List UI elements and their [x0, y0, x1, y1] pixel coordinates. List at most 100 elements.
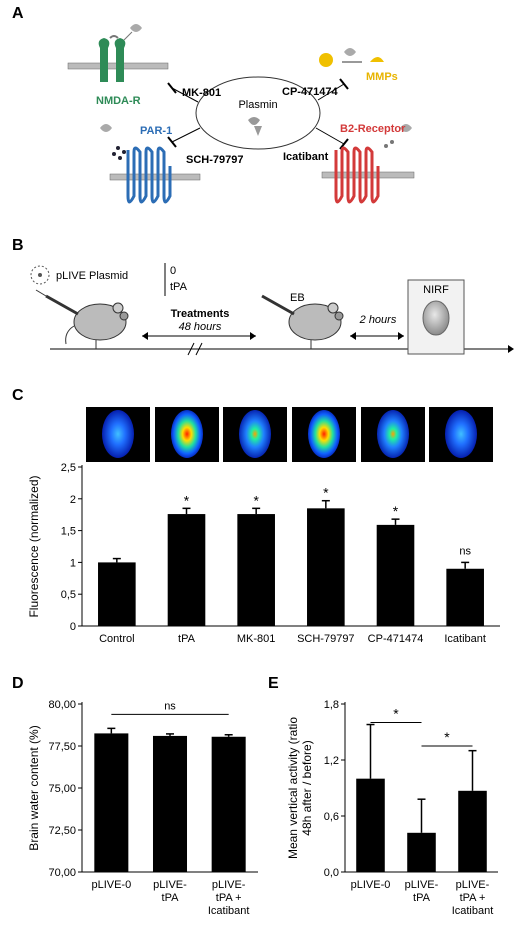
- panel-b-letter: B: [12, 237, 24, 254]
- y-axis-label: 48h after / before): [300, 740, 314, 835]
- bar: [211, 736, 246, 872]
- significance-label: ns: [164, 700, 176, 712]
- panel-d-letter: D: [12, 675, 24, 692]
- significance-label: *: [393, 503, 399, 519]
- x-tick-label: tPA: [413, 892, 431, 904]
- x-tick-label: MK-801: [237, 633, 276, 645]
- y-tick-label: 0,6: [324, 811, 339, 823]
- inhibitor-cp471474: CP-471474: [282, 86, 339, 98]
- x-tick-label: tPA +: [460, 892, 486, 904]
- x-tick-label: pLIVE-: [153, 879, 187, 891]
- mouse-icon: [261, 294, 344, 349]
- significance-label: *: [253, 492, 259, 508]
- y-tick-label: 0: [70, 621, 76, 633]
- panel-e-letter: E: [268, 675, 279, 692]
- nirf-image-strip: [86, 407, 493, 462]
- y-tick-label: 72,50: [48, 825, 76, 837]
- nirf-label: NIRF: [423, 284, 449, 296]
- x-tick-label: pLIVE-: [456, 879, 490, 891]
- plasmin-icon: [248, 117, 262, 136]
- x-tick-label: pLIVE-0: [91, 879, 131, 891]
- x-tick-label: pLIVE-: [212, 879, 246, 891]
- x-tick-label: CP-471474: [368, 633, 424, 645]
- brain-heatmap: [102, 410, 134, 458]
- treatments-label: Treatments: [171, 308, 230, 320]
- treatments-time: 48 hours: [179, 321, 222, 333]
- y-tick-label: 77,50: [48, 741, 76, 753]
- x-tick-label: Control: [99, 633, 134, 645]
- y-tick-label: 0,5: [61, 589, 76, 601]
- significance-label: *: [444, 729, 450, 745]
- x-tick-label: SCH-79797: [297, 633, 354, 645]
- y-tick-label: 75,00: [48, 783, 76, 795]
- y-axis-label: Brain water content (%): [27, 725, 41, 850]
- mmp-icon: [319, 48, 384, 67]
- plasmid-icon: [30, 265, 50, 285]
- significance-label: *: [323, 485, 329, 501]
- inhibitor-mk801: MK-801: [182, 87, 221, 99]
- bar: [307, 508, 345, 626]
- significance-label: *: [393, 706, 399, 722]
- bar: [356, 778, 385, 872]
- bar: [458, 790, 487, 872]
- par1-receptor-icon: [100, 124, 201, 204]
- x-tick-label: tPA: [178, 633, 196, 645]
- y-tick-label: 1,2: [324, 755, 339, 767]
- y-tick-label: 80,00: [48, 699, 76, 711]
- chart-d: 70,00 72,50 75,00 77,50 80,00 Brain water con…: [27, 699, 258, 917]
- brain-heatmap: [445, 410, 477, 458]
- brain-heatmap: [377, 410, 409, 458]
- b2-receptor-label: B2-Receptor: [340, 123, 406, 135]
- brain-heatmap: [239, 410, 271, 458]
- b2-receptor-icon: [321, 124, 415, 204]
- x-tick-label: pLIVE-: [405, 879, 439, 891]
- x-tick-label: tPA: [162, 892, 180, 904]
- x-tick-label: Icatibant: [452, 905, 494, 917]
- y-tick-label: 1,5: [61, 526, 76, 538]
- nmda-r-label: NMDA-R: [96, 95, 141, 107]
- x-tick-label: Icatibant: [444, 633, 486, 645]
- plasmid-label: pLIVE Plasmid: [56, 270, 128, 282]
- y-axis-label: Fluorescence (normalized): [27, 475, 41, 617]
- y-tick-label: 2,5: [61, 462, 76, 474]
- bar: [407, 832, 436, 872]
- panel-a-diagram: Plasmin MK-801 SCH-79797 CP-471474 Icati…: [67, 24, 415, 204]
- inhibitor-icatibant: Icatibant: [283, 151, 329, 163]
- x-tick-label: tPA +: [216, 892, 242, 904]
- plasmin-label: Plasmin: [238, 99, 277, 111]
- bar: [237, 514, 275, 626]
- brain-heatmap: [171, 410, 203, 458]
- option-tpa: tPA: [170, 281, 188, 293]
- interval-label: 2 hours: [359, 314, 397, 326]
- bar: [446, 568, 484, 626]
- brain-icon: [422, 300, 450, 336]
- bar: [376, 524, 415, 626]
- eb-label: EB: [290, 292, 305, 304]
- x-tick-label: pLIVE-0: [351, 879, 391, 891]
- panel-a-letter: A: [12, 5, 24, 22]
- option-zero: 0: [170, 265, 176, 277]
- y-tick-label: 0,0: [324, 867, 339, 879]
- brain-heatmap: [308, 410, 340, 458]
- panel-b-timeline: pLIVE Plasmid 0 tPA Treatments 48 hours: [30, 263, 514, 356]
- chart-c: 0 0,5 1 1,5 2 2,5 Fluorescence (normalized) Con…: [27, 462, 500, 645]
- plasmin-ellipse: [195, 76, 321, 150]
- y-tick-label: 70,00: [48, 867, 76, 879]
- mmps-label: MMPs: [366, 71, 398, 83]
- par-1-label: PAR-1: [140, 125, 172, 137]
- nmda-receptor-icon: [67, 24, 169, 82]
- y-tick-label: 1,8: [324, 699, 339, 711]
- x-tick-label: Icatibant: [208, 905, 250, 917]
- y-tick-label: 2: [70, 494, 76, 506]
- panel-c-letter: C: [12, 387, 24, 404]
- chart-e: 0,0 0,6 1,2 1,8 Mean vertical activity (rati…: [286, 699, 498, 917]
- significance-label: *: [184, 492, 190, 508]
- bar: [152, 735, 188, 872]
- bar: [167, 514, 206, 626]
- mouse-icon: [35, 289, 129, 349]
- significance-label: ns: [459, 545, 471, 557]
- bar: [94, 733, 129, 872]
- y-tick-label: 1: [70, 557, 76, 569]
- inhibitor-sch79797: SCH-79797: [186, 154, 243, 166]
